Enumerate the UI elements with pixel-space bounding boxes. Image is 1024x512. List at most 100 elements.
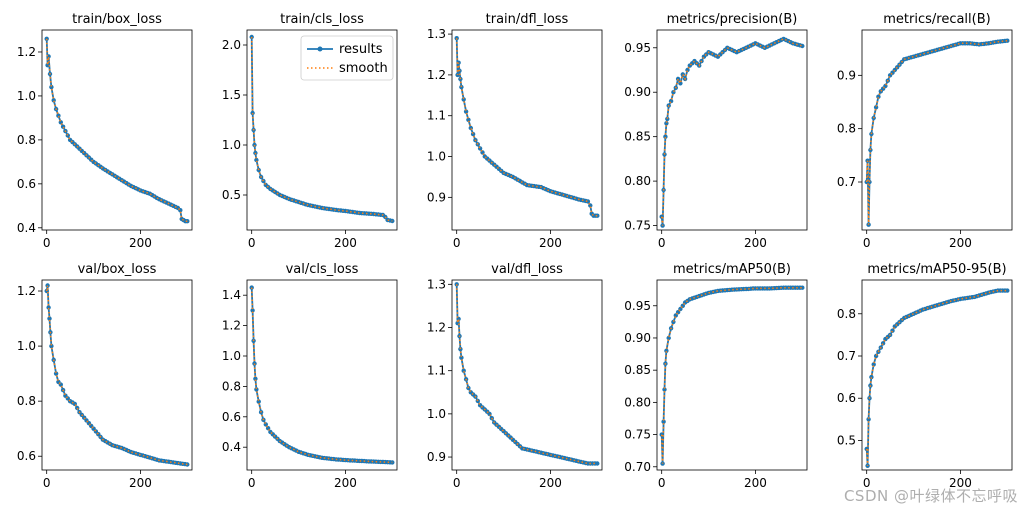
results-point (256, 399, 261, 404)
results-point (664, 348, 669, 353)
legend-box (300, 35, 394, 81)
subplot: train/box_loss 0 200 0.4 0.6 0.8 1.0 1.2 (17, 12, 193, 250)
results-point (254, 387, 259, 392)
results-point (185, 219, 190, 224)
smooth-line (455, 38, 598, 217)
y-tick-label: 1.0 (222, 138, 241, 152)
smooth-line (45, 38, 188, 222)
results-markers (864, 288, 1010, 468)
subplot: metrics/mAP50-95(B) 0 200 0.5 0.6 0.7 0.8 (837, 262, 1013, 490)
x-tick-label: 0 (658, 236, 666, 250)
y-tick-label: 0.8 (17, 133, 36, 147)
results-markers (864, 38, 1010, 227)
x-tick-label: 0 (658, 476, 666, 490)
results-point (51, 98, 56, 103)
results-markers (454, 36, 600, 218)
x-tick-label: 200 (744, 236, 767, 250)
results-point (46, 305, 51, 310)
results-point (53, 371, 59, 376)
results-point (661, 419, 666, 424)
axes-frame (861, 29, 1013, 231)
results-point (873, 105, 879, 110)
results-markers (44, 36, 190, 224)
results-line (455, 284, 598, 465)
results-point (253, 376, 258, 381)
results-line (865, 289, 1008, 466)
y-tick-label: 1.0 (17, 339, 36, 353)
results-line (660, 286, 803, 464)
y-tick-label: 0.5 (222, 188, 241, 202)
x-tick-label: 200 (334, 476, 357, 490)
results-markers (659, 285, 805, 466)
y-tick-label: 0.8 (17, 394, 36, 408)
axes-frame (451, 29, 603, 231)
results-point (595, 461, 600, 466)
results-point (869, 374, 874, 380)
legend-smooth-label: smooth (339, 61, 388, 76)
subplot: train/dfl_loss 0 200 0.9 1.0 1.1 1.2 1.3 (427, 12, 603, 250)
y-tick-label: 1.5 (222, 88, 241, 102)
results-line (45, 285, 188, 466)
y-tick-label: 0.75 (624, 219, 651, 233)
y-tick-label: 1.1 (427, 364, 446, 378)
results-point (456, 316, 461, 322)
results-point (475, 398, 480, 404)
subplot: val/cls_loss 0 200 0.4 0.6 0.8 1.0 1.2 1.4 (222, 262, 398, 490)
results-point (800, 285, 805, 290)
y-tick-label: 1.2 (17, 284, 36, 298)
x-tick-label: 0 (453, 476, 461, 490)
y-tick-label: 2.0 (222, 38, 241, 52)
axes-frame (246, 279, 398, 471)
smooth-line (250, 287, 393, 464)
y-tick-label: 1.4 (222, 288, 241, 302)
results-point (458, 346, 463, 352)
smooth-line (660, 286, 803, 464)
results-point (47, 316, 52, 321)
smooth-line (660, 38, 803, 226)
x-tick-label: 200 (949, 476, 972, 490)
results-markers (44, 283, 190, 467)
results-point (675, 76, 681, 82)
x-tick-label: 200 (744, 476, 767, 490)
y-tick-label: 0.5 (837, 433, 856, 447)
y-tick-label: 1.0 (17, 89, 36, 103)
x-tick-label: 0 (863, 476, 871, 490)
y-tick-label: 1.2 (222, 319, 241, 333)
subplot: train/cls_loss 0 200 0.5 1.0 1.5 2.0 results smo… (222, 12, 398, 250)
y-tick-label: 0.9 (427, 190, 446, 204)
results-point (876, 94, 881, 99)
y-tick-label: 0.70 (624, 460, 651, 474)
smooth-line (455, 284, 598, 465)
y-tick-label: 1.3 (427, 27, 446, 41)
y-tick-label: 1.0 (427, 150, 446, 164)
results-line (660, 37, 803, 226)
y-tick-label: 1.1 (427, 109, 446, 123)
y-tick-label: 1.2 (427, 68, 446, 82)
y-tick-label: 0.90 (624, 331, 651, 345)
results-point (866, 417, 871, 422)
results-point (49, 84, 54, 90)
smooth-line (865, 289, 1008, 466)
y-tick-label: 1.2 (17, 45, 36, 59)
y-tick-label: 1.2 (427, 321, 446, 335)
subplot-title: metrics/mAP50(B) (673, 262, 791, 277)
subplot-title: metrics/recall(B) (883, 12, 990, 27)
results-point (663, 134, 668, 139)
y-tick-label: 0.4 (17, 221, 36, 235)
y-tick-label: 0.6 (222, 410, 241, 424)
y-tick-label: 0.95 (624, 299, 651, 313)
results-point (463, 109, 469, 114)
results-point (595, 213, 600, 218)
axes-frame (861, 279, 1013, 471)
y-tick-label: 1.3 (427, 277, 446, 291)
subplot: val/dfl_loss 0 200 0.9 1.0 1.1 1.2 1.3 (427, 262, 603, 490)
subplot: metrics/precision(B) 0 200 0.75 0.80 0.85 0.90… (624, 12, 808, 250)
legend: results smooth (300, 35, 394, 81)
results-markers (454, 282, 600, 466)
y-tick-label: 0.95 (624, 41, 651, 55)
legend-results-label: results (339, 42, 383, 57)
axes-frame (656, 279, 808, 471)
results-point (662, 387, 667, 392)
y-tick-label: 0.80 (624, 174, 651, 188)
legend-results-marker (317, 46, 323, 52)
